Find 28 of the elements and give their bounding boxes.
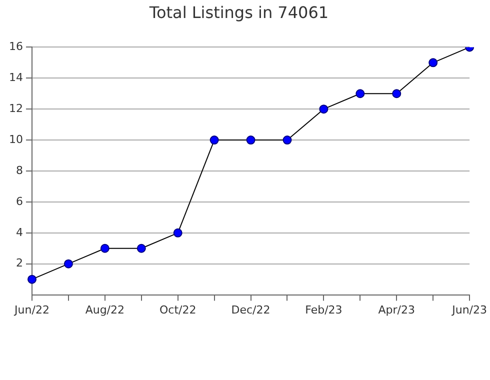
point [246, 136, 256, 145]
y-tick-label: 4 [16, 226, 23, 239]
x-tick-label: Jun/23 [451, 303, 487, 316]
point [392, 89, 402, 98]
point [319, 104, 328, 114]
point [428, 58, 438, 68]
point [210, 136, 219, 145]
y-tick-label: 12 [8, 102, 23, 115]
point [64, 259, 73, 268]
y-tick-label: 6 [16, 194, 23, 208]
x-tick-label: Dec/22 [231, 303, 270, 316]
chart-title: Total Listings in 74061 [148, 2, 329, 22]
y-tick-label: 8 [16, 164, 23, 177]
x-tick-label: Oct/22 [159, 303, 196, 316]
x-tick-label: Apr/23 [378, 303, 415, 316]
point [173, 228, 182, 238]
x-tick-label: Aug/22 [85, 303, 125, 316]
point [100, 244, 110, 253]
x-tick-label: Feb/23 [305, 303, 342, 316]
x-tick-label: Jun/22 [14, 303, 50, 316]
y-tick-label: 14 [8, 71, 23, 84]
point [356, 89, 365, 98]
point [282, 136, 292, 145]
y-tick-label: 2 [16, 256, 23, 270]
y-tick-label: 10 [8, 132, 23, 146]
y-tick-label: 16 [8, 40, 23, 54]
point [136, 244, 146, 253]
point [27, 274, 36, 284]
